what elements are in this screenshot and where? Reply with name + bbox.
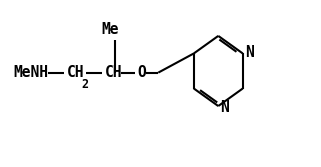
Text: CH: CH — [67, 65, 84, 80]
Text: MeNH: MeNH — [13, 65, 48, 80]
Text: O: O — [137, 65, 146, 80]
Text: CH: CH — [105, 65, 123, 80]
Text: N: N — [245, 45, 253, 60]
Text: 2: 2 — [81, 78, 88, 91]
Text: N: N — [220, 100, 229, 115]
Text: Me: Me — [101, 22, 119, 37]
